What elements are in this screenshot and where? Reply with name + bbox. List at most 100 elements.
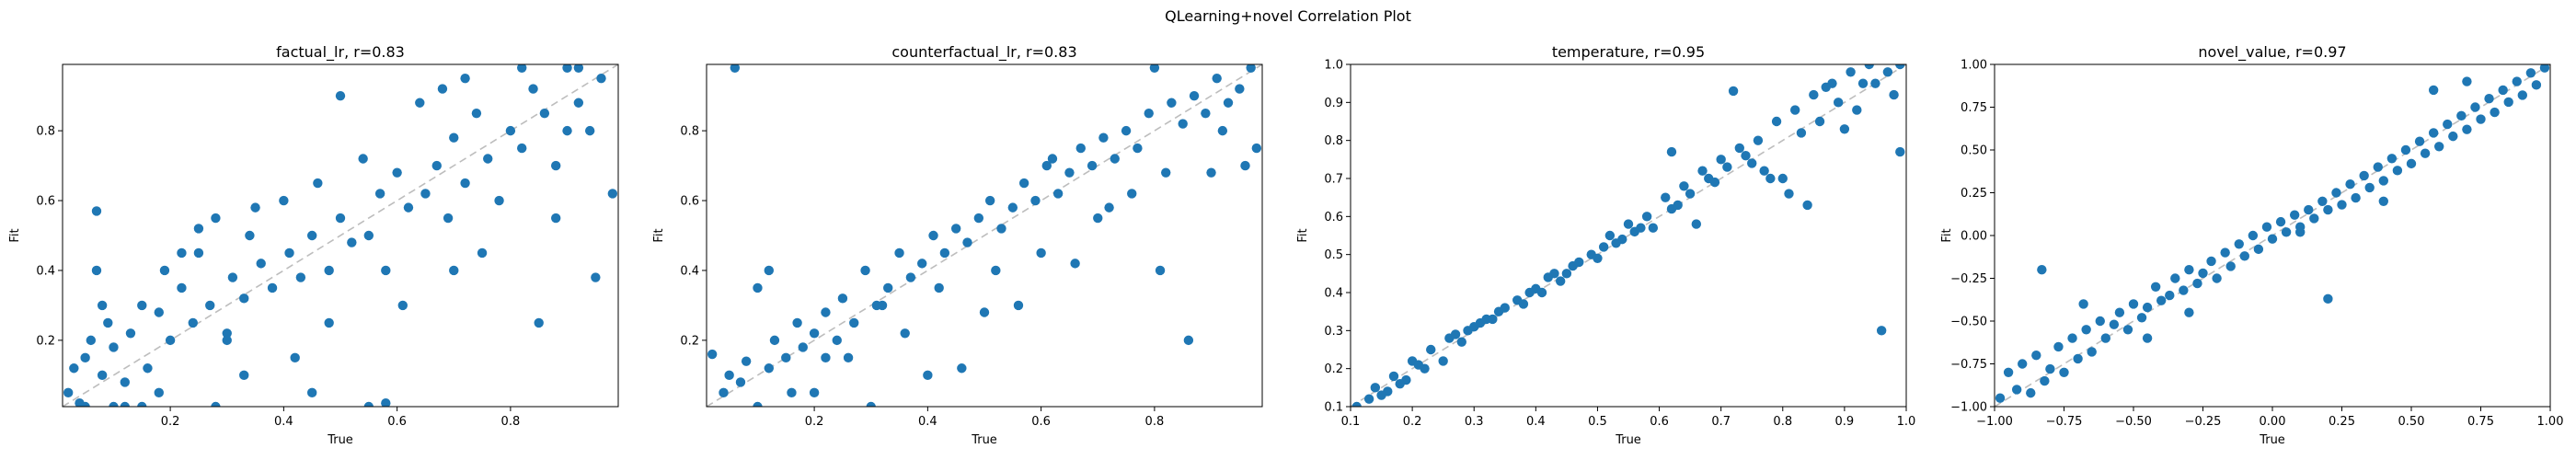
scatter-point xyxy=(2150,282,2161,292)
scatter-point xyxy=(1876,326,1887,336)
scatter-point xyxy=(335,213,346,224)
scatter-point xyxy=(306,230,317,241)
scatter-point xyxy=(2392,166,2403,176)
scatter-point xyxy=(724,370,734,381)
scatter-point xyxy=(1536,287,1547,298)
scatter-point xyxy=(2184,307,2194,317)
scatter-point xyxy=(1617,234,1627,245)
y-tick-label: 0.2 xyxy=(36,334,55,348)
x-tick-label: −0.50 xyxy=(2115,415,2152,429)
scatter-point xyxy=(143,363,153,374)
scatter-point xyxy=(2206,256,2216,267)
scatter-point xyxy=(2378,196,2388,206)
scatter-point xyxy=(2289,210,2300,220)
scatter-point xyxy=(1093,213,1103,224)
scatter-point xyxy=(2490,107,2500,118)
x-tick-label: 0.4 xyxy=(274,415,293,429)
scatter-point xyxy=(928,230,938,241)
scatter-point xyxy=(1036,247,1046,259)
scatter-point xyxy=(1673,200,1683,211)
y-tick-label: 0.4 xyxy=(36,264,55,278)
y-axis-label: Fit xyxy=(1940,228,1954,242)
scatter-point xyxy=(730,64,741,73)
scatter-point xyxy=(764,265,774,276)
scatter-point xyxy=(2184,265,2194,275)
scatter-point xyxy=(137,300,147,311)
x-tick-label: 1.0 xyxy=(1897,415,1916,429)
scatter-point xyxy=(1833,98,1844,108)
subplot-title: counterfactual_lr, r=0.83 xyxy=(891,43,1076,62)
scatter-point xyxy=(449,132,459,143)
scatter-point xyxy=(1889,89,1899,100)
scatter-point xyxy=(1648,223,1659,233)
scatter-point xyxy=(1864,64,1874,70)
axes-frame xyxy=(62,63,619,408)
scatter-point xyxy=(2253,244,2264,255)
scatter-point xyxy=(2351,192,2361,203)
scatter-point xyxy=(211,213,221,224)
x-tick-label: 0.4 xyxy=(1526,415,1546,429)
scatter-point xyxy=(973,213,984,224)
scatter-point xyxy=(2337,200,2347,210)
scatter-point xyxy=(1064,167,1075,178)
scatter-point xyxy=(962,237,972,247)
scatter-point xyxy=(2045,363,2055,374)
scatter-point xyxy=(2304,204,2314,215)
x-tick-label: 0.2 xyxy=(161,415,180,429)
scatter-point xyxy=(2420,148,2431,158)
scatter-point xyxy=(517,64,527,73)
scatter-point xyxy=(1469,322,1479,332)
scatter-point xyxy=(534,317,544,328)
scatter-point xyxy=(193,224,204,234)
scatter-point xyxy=(1604,230,1616,241)
scatter-point xyxy=(1133,143,1143,154)
scatter-point xyxy=(1846,67,1856,77)
x-tick-label: 0.5 xyxy=(1588,415,1607,429)
scatter-point xyxy=(2323,293,2333,305)
scatter-point xyxy=(996,224,1006,234)
scatter-point xyxy=(923,370,933,381)
scatter-point xyxy=(809,328,820,339)
scatter-point xyxy=(120,377,130,387)
scatter-point xyxy=(735,377,746,387)
scatter-point xyxy=(483,154,493,164)
scatter-point xyxy=(2281,227,2292,237)
scatter-point xyxy=(1685,189,1696,199)
scatter-points xyxy=(1995,64,2550,403)
scatter-point xyxy=(2462,76,2472,86)
scatter-point xyxy=(573,64,584,73)
scatter-point xyxy=(239,293,249,304)
scatter-point xyxy=(2275,216,2286,227)
x-tick-label: 0.7 xyxy=(1711,415,1731,429)
scatter-point xyxy=(596,73,606,84)
scatter-point xyxy=(397,300,408,311)
scatter-point xyxy=(1734,143,1745,154)
scatter-point xyxy=(1030,195,1041,206)
scatter-point xyxy=(250,202,260,213)
scatter-point xyxy=(1895,64,1905,70)
scatter-point xyxy=(792,317,802,328)
scatter-point xyxy=(347,237,357,247)
scatter-point xyxy=(2525,68,2536,78)
scatter-point xyxy=(1075,143,1086,154)
scatter-point xyxy=(821,307,831,317)
identity-line xyxy=(63,64,618,407)
y-tick-label: −0.75 xyxy=(1950,358,1987,372)
x-tick-label: 0.00 xyxy=(2260,415,2286,429)
scatter-point xyxy=(324,265,334,276)
scatter-point xyxy=(2317,196,2328,206)
scatter-point xyxy=(2295,227,2306,237)
scatter-point xyxy=(1251,143,1262,154)
x-tick-label: −0.25 xyxy=(2185,415,2222,429)
scatter-point xyxy=(2087,347,2097,357)
x-tick-label: 0.2 xyxy=(1403,415,1422,429)
scatter-point xyxy=(2136,313,2147,323)
scatter-point xyxy=(741,356,752,366)
y-tick-label: 0.5 xyxy=(1324,248,1343,262)
x-tick-label: 0.8 xyxy=(1145,415,1165,429)
scatter-point xyxy=(2476,114,2486,124)
scatter-point xyxy=(2122,325,2133,335)
scatter-point xyxy=(109,401,119,407)
scatter-point xyxy=(1747,158,1757,168)
scatter-point xyxy=(2434,142,2444,152)
